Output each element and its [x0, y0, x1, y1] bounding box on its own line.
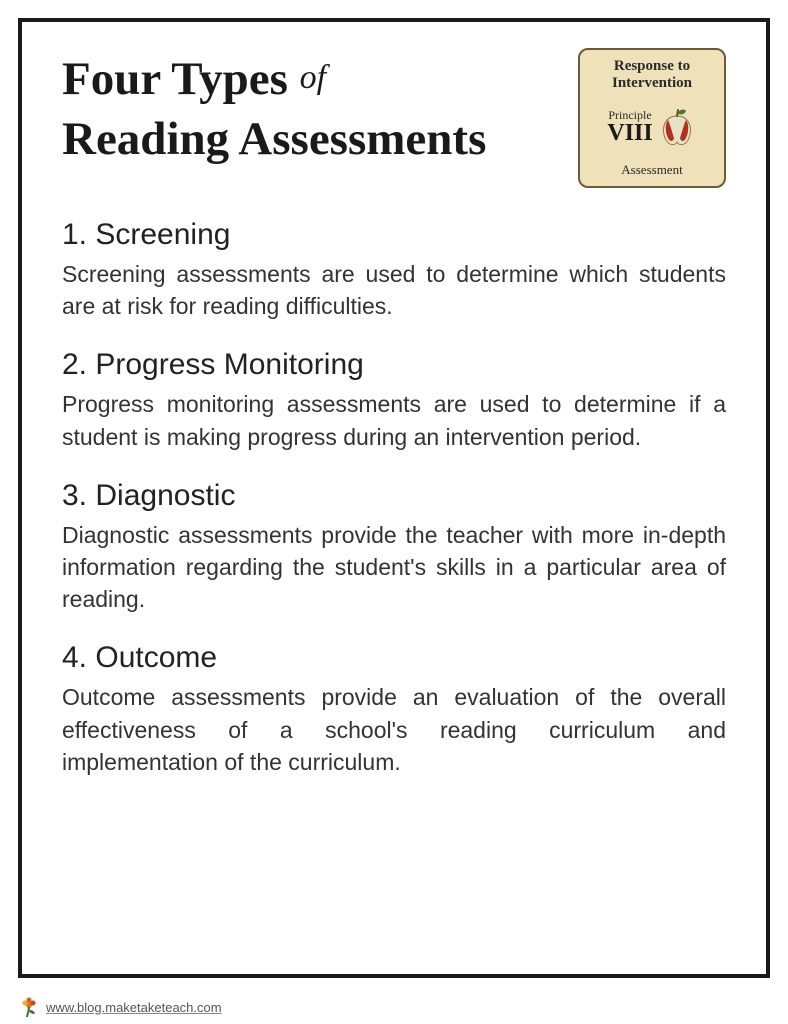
badge-top: Response to Intervention [612, 58, 692, 91]
badge-roman-numeral: VIII [607, 121, 652, 145]
badge-top-line2: Intervention [612, 75, 692, 91]
rti-badge: Response to Intervention Principle VIII [578, 48, 726, 188]
badge-principle-wrap: Principle VIII [607, 109, 652, 145]
badge-middle: Principle VIII [586, 106, 718, 148]
section-body: Screening assessments are used to determ… [62, 258, 726, 322]
title-line-2: Reading Assessments [62, 112, 566, 166]
section-title: Progress Monitoring [95, 348, 363, 381]
section-title: Screening [95, 218, 230, 251]
title-block: Four Types of Reading Assessments [62, 48, 566, 166]
section-title: Diagnostic [95, 479, 235, 512]
section-number: 3. [62, 479, 87, 512]
section-body: Diagnostic assessments provide the teach… [62, 519, 726, 616]
section-body: Progress monitoring assessments are used… [62, 388, 726, 452]
section-title: Outcome [95, 641, 217, 674]
apple-icon [657, 106, 697, 148]
badge-principle-label: Principle [608, 109, 651, 121]
section-number: 4. [62, 641, 87, 674]
title-of: of [300, 59, 326, 96]
title-main: Four Types [62, 53, 288, 105]
title-line-1: Four Types of [62, 52, 566, 106]
header: Four Types of Reading Assessments Respon… [62, 48, 726, 188]
section-heading: 2. Progress Monitoring [62, 348, 726, 382]
flower-icon [18, 996, 40, 1018]
section-1: 1. Screening Screening assessments are u… [62, 218, 726, 322]
section-number: 1. [62, 218, 87, 251]
section-heading: 3. Diagnostic [62, 479, 726, 513]
section-4: 4. Outcome Outcome assessments provide a… [62, 641, 726, 778]
document-frame: Four Types of Reading Assessments Respon… [18, 18, 770, 978]
footer-url: www.blog.maketaketeach.com [46, 1000, 222, 1015]
footer: www.blog.maketaketeach.com [18, 996, 222, 1018]
section-3: 3. Diagnostic Diagnostic assessments pro… [62, 479, 726, 616]
section-number: 2. [62, 348, 87, 381]
section-heading: 4. Outcome [62, 641, 726, 675]
badge-top-line1: Response to [614, 58, 690, 74]
badge-bottom: Assessment [621, 162, 682, 178]
section-2: 2. Progress Monitoring Progress monitori… [62, 348, 726, 452]
section-body: Outcome assessments provide an evaluatio… [62, 681, 726, 778]
section-heading: 1. Screening [62, 218, 726, 252]
